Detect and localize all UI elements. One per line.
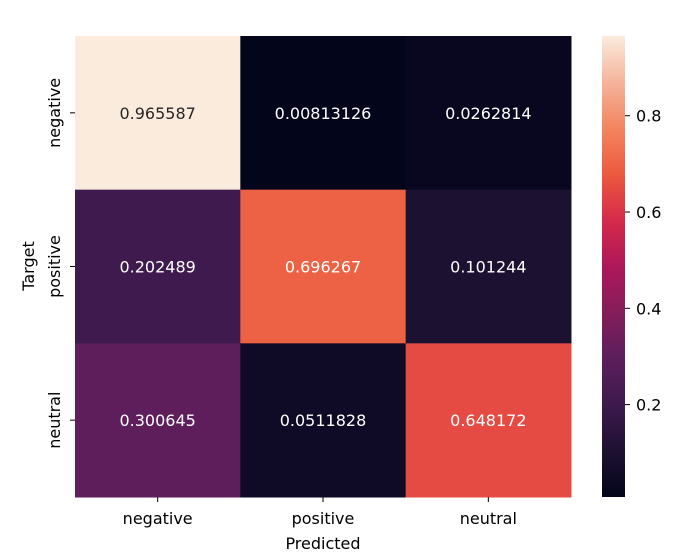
y-axis-ticks: negative positive neutral <box>45 78 75 449</box>
heatmap-cell-labels: 0.965587 0.00813126 0.0262814 0.202489 0.696… <box>119 104 531 430</box>
heatmap-cell <box>240 36 407 191</box>
colorbar-tick-label: 0.4 <box>636 299 661 318</box>
heatmap-cell-label: 0.696267 <box>285 258 361 277</box>
colorbar-ticks: 0.2 0.4 0.6 0.8 <box>625 107 661 415</box>
x-tick-label: positive <box>292 509 355 528</box>
heatmap-cell <box>405 36 572 191</box>
y-tick-label: negative <box>45 78 64 148</box>
heatmap-cell-label: 0.300645 <box>119 411 195 430</box>
heatmap-cell-label: 0.0262814 <box>445 104 532 123</box>
colorbar-tick-label: 0.8 <box>636 107 661 126</box>
heatmap-cell-label: 0.965587 <box>119 104 195 123</box>
heatmap-cell <box>405 189 572 344</box>
heatmap-cells <box>75 36 572 498</box>
heatmap-cell-label: 0.648172 <box>450 411 526 430</box>
colorbar <box>602 36 625 497</box>
heatmap-cell <box>240 343 407 498</box>
heatmap-cell <box>75 343 241 498</box>
heatmap-cell-label: 0.101244 <box>450 258 526 277</box>
x-axis-ticks: negative positive neutral <box>123 497 517 528</box>
x-tick-label: neutral <box>460 509 517 528</box>
x-axis-label: Predicted <box>285 534 360 553</box>
heatmap-cell <box>240 189 407 344</box>
heatmap-cell-label: 0.00813126 <box>275 104 372 123</box>
colorbar-tick-label: 0.6 <box>636 203 661 222</box>
y-axis-label: Target <box>19 241 38 292</box>
colorbar-tick-label: 0.2 <box>636 396 661 415</box>
heatmap-cell <box>75 36 241 191</box>
heatmap-cell-label: 0.0511828 <box>280 411 367 430</box>
y-tick-label: positive <box>45 235 64 298</box>
y-tick-label: neutral <box>45 392 64 449</box>
heatmap-cell-label: 0.202489 <box>119 258 195 277</box>
x-tick-label: negative <box>123 509 193 528</box>
heatmap-cell <box>405 343 572 498</box>
heatmap-cell <box>75 189 241 344</box>
